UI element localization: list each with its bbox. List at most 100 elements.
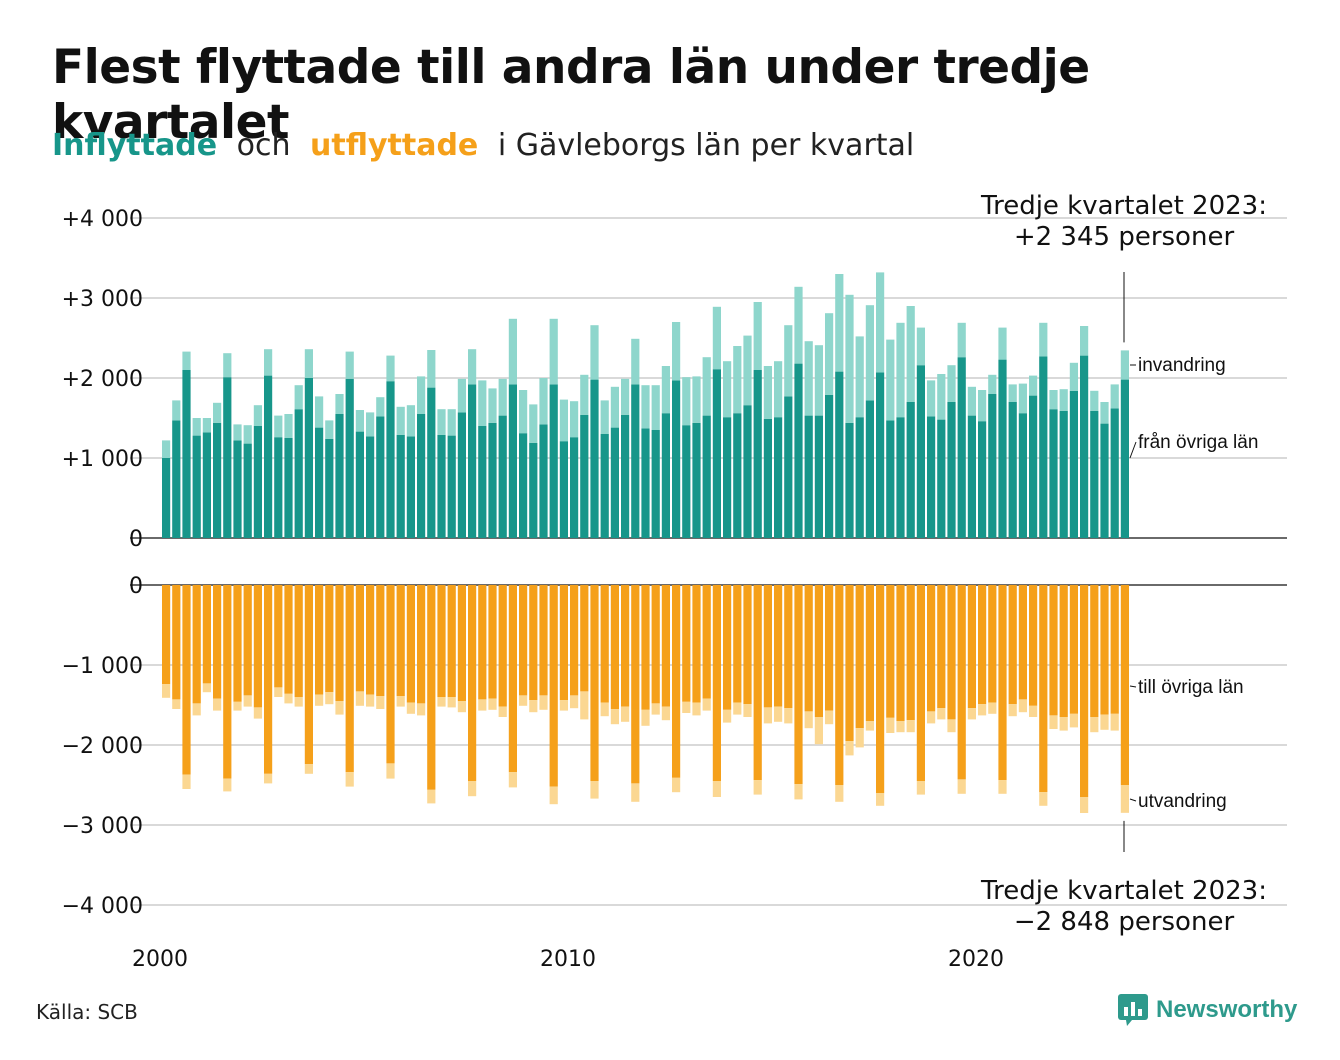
bar-emigration <box>376 696 385 709</box>
bar-inflow-other-counties <box>570 437 579 538</box>
bottom-y-tick-label: −2 000 <box>62 734 143 759</box>
bar-emigration <box>1069 713 1078 728</box>
bar-outflow-other-counties <box>213 585 222 699</box>
bar-immigration <box>396 406 405 435</box>
bar-emigration <box>508 772 517 788</box>
bar-outflow-other-counties <box>559 585 568 701</box>
top-annotation-header: Tredje kvartalet 2023: <box>980 191 1267 221</box>
bar-inflow-other-counties <box>804 415 813 538</box>
bar-immigration <box>835 274 844 372</box>
bar-inflow-other-counties <box>988 394 997 538</box>
bar-outflow-other-counties <box>1120 585 1129 785</box>
bar-inflow-other-counties <box>192 435 201 538</box>
bar-immigration <box>1008 384 1017 402</box>
bar-outflow-other-counties <box>804 585 813 712</box>
bar-immigration <box>927 380 936 417</box>
bar-immigration <box>325 420 334 439</box>
bar-inflow-other-counties <box>508 384 517 538</box>
bar-immigration <box>621 378 630 415</box>
bar-immigration <box>1059 389 1068 411</box>
bar-outflow-other-counties <box>835 585 844 785</box>
bar-emigration <box>814 717 823 745</box>
bar-outflow-other-counties <box>529 585 538 701</box>
bar-inflow-other-counties <box>376 416 385 538</box>
bar-inflow-other-counties <box>264 375 273 538</box>
bar-inflow-other-counties <box>1100 423 1109 538</box>
bar-inflow-other-counties <box>447 435 456 538</box>
bar-inflow-other-counties <box>967 415 976 538</box>
bar-immigration <box>753 302 762 370</box>
subtitle-inflow-word: Inflyttade <box>52 128 218 163</box>
bar-outflow-other-counties <box>264 585 273 774</box>
bar-emigration <box>631 783 640 802</box>
bar-immigration <box>886 339 895 421</box>
bar-outflow-other-counties <box>202 585 211 684</box>
bar-immigration <box>784 325 793 397</box>
bar-immigration <box>672 322 681 381</box>
label-outflow-other-counties-tick <box>1129 685 1137 688</box>
bar-emigration <box>315 694 324 706</box>
bar-emigration <box>692 702 701 716</box>
bar-emigration <box>937 708 946 720</box>
bar-outflow-other-counties <box>774 585 783 707</box>
bar-emigration <box>651 703 660 715</box>
bar-outflow-other-counties <box>172 585 181 700</box>
bar-emigration <box>621 706 630 722</box>
bar-emigration <box>1008 704 1017 717</box>
bar-immigration <box>304 349 313 378</box>
bar-inflow-other-counties <box>957 357 966 538</box>
top-y-tick-label: 0 <box>129 527 143 552</box>
bar-emigration <box>1049 715 1058 729</box>
bar-inflow-other-counties <box>896 417 905 538</box>
bar-immigration <box>794 286 803 364</box>
bottom-y-tick-label: −1 000 <box>62 654 143 679</box>
label-emigration-tick <box>1129 798 1137 802</box>
bar-inflow-other-counties <box>549 384 558 538</box>
bar-outflow-other-counties <box>947 585 956 720</box>
bar-immigration <box>743 335 752 406</box>
bar-outflow-other-counties <box>631 585 640 784</box>
bar-emigration <box>559 700 568 711</box>
bar-outflow-other-counties <box>1100 585 1109 715</box>
bar-outflow-other-counties <box>284 585 293 694</box>
bar-inflow-other-counties <box>1018 413 1027 538</box>
label-inflow-other-counties-tick <box>1129 441 1137 459</box>
bar-outflow-other-counties <box>427 585 436 790</box>
bar-emigration <box>1029 705 1038 717</box>
bar-emigration <box>539 695 548 710</box>
bar-inflow-other-counties <box>641 428 650 538</box>
bar-emigration <box>835 785 844 802</box>
bar-emigration <box>743 704 752 717</box>
bar-emigration <box>457 701 466 713</box>
bar-immigration <box>274 415 283 438</box>
bar-immigration <box>284 414 293 438</box>
bar-emigration <box>1059 717 1068 731</box>
bar-outflow-other-counties <box>315 585 324 695</box>
bar-outflow-other-counties <box>192 585 201 704</box>
bar-immigration <box>202 418 211 433</box>
bar-inflow-other-counties <box>784 396 793 538</box>
bar-immigration <box>631 338 640 385</box>
bar-outflow-other-counties <box>417 585 426 704</box>
bar-outflow-other-counties <box>855 585 864 729</box>
bar-emigration <box>192 703 201 716</box>
bar-immigration <box>253 405 262 426</box>
bar-outflow-other-counties <box>488 585 497 699</box>
bar-inflow-other-counties <box>763 418 772 538</box>
bar-inflow-other-counties <box>794 363 803 538</box>
bar-emigration <box>162 684 171 698</box>
bar-outflow-other-counties <box>692 585 701 703</box>
bar-inflow-other-counties <box>1080 355 1089 538</box>
bar-outflow-other-counties <box>396 585 405 697</box>
x-tick-label: 2020 <box>948 947 1004 972</box>
bar-emigration <box>916 781 925 795</box>
bar-inflow-other-counties <box>733 413 742 538</box>
bar-inflow-other-counties <box>774 417 783 538</box>
bar-emigration <box>366 694 375 707</box>
bar-immigration <box>437 409 446 435</box>
bar-emigration <box>325 692 334 705</box>
bar-outflow-other-counties <box>672 585 681 778</box>
bar-inflow-other-counties <box>865 400 874 538</box>
bar-emigration <box>253 707 262 719</box>
bar-inflow-other-counties <box>202 432 211 538</box>
